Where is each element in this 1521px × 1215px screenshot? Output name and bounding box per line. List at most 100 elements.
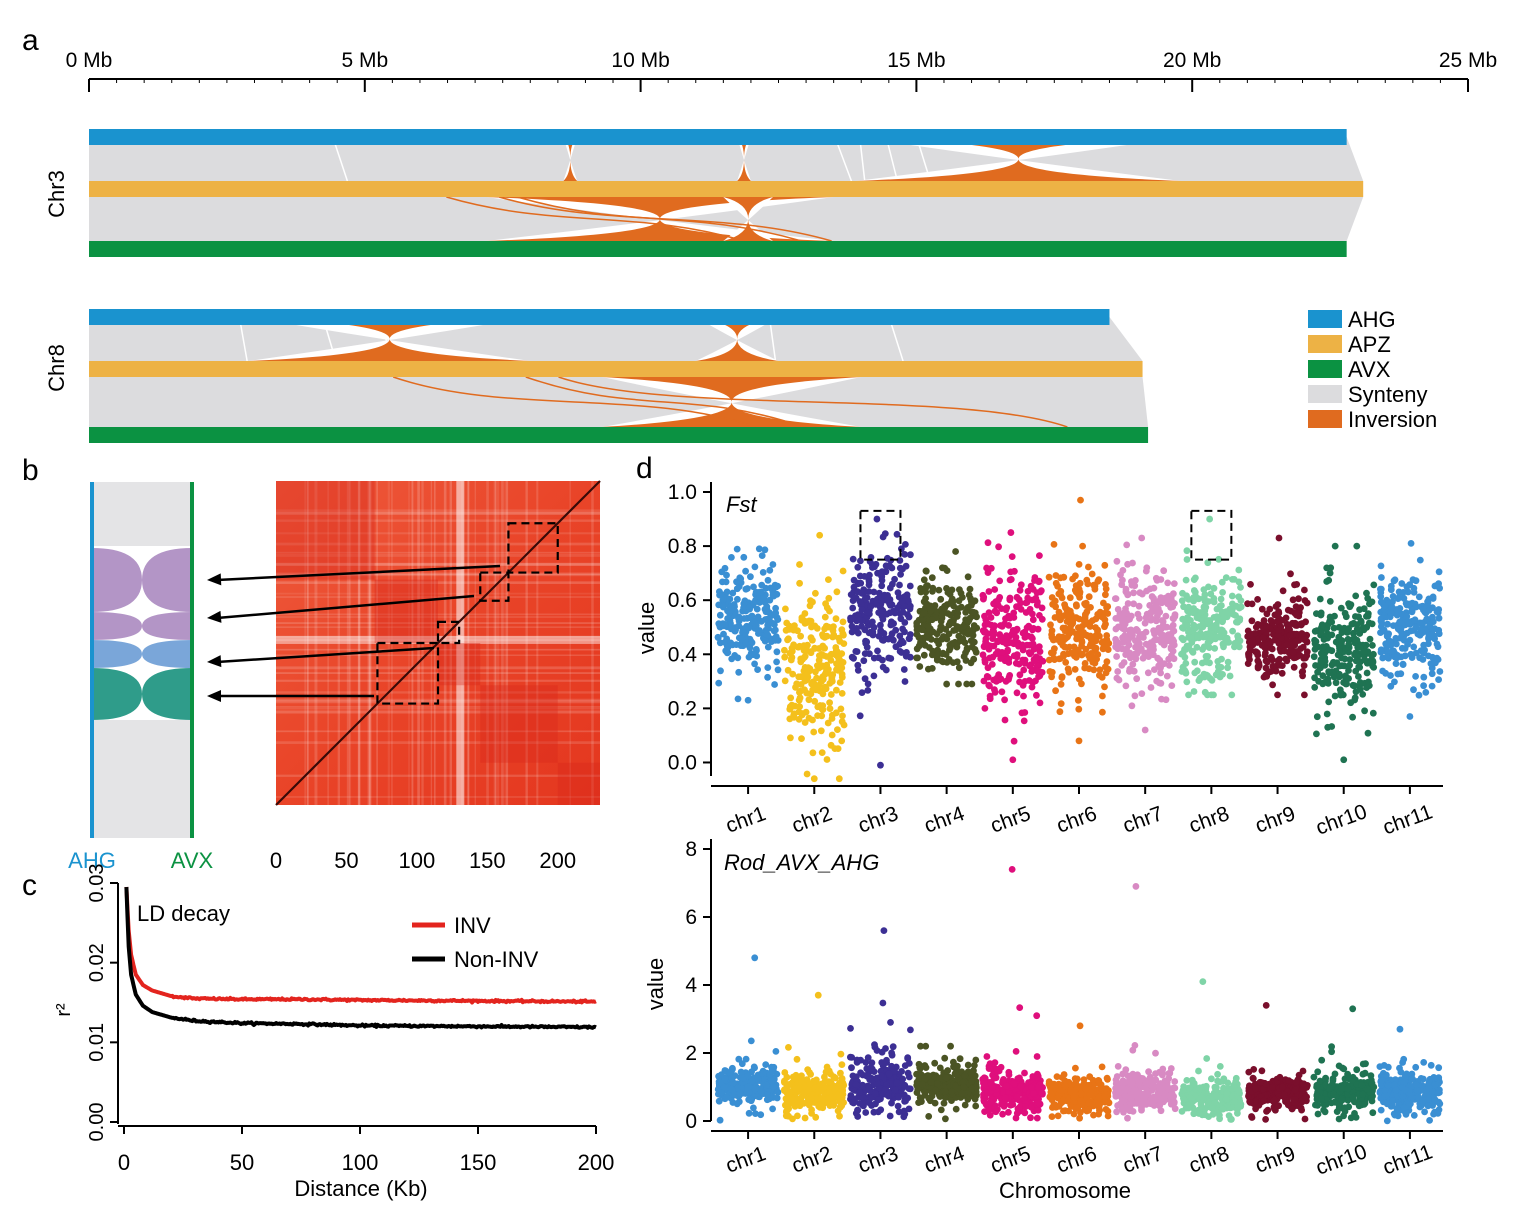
data-point xyxy=(1098,639,1106,646)
data-point xyxy=(807,648,815,655)
xtick-label-chr8: chr8 xyxy=(1186,802,1232,838)
data-point xyxy=(1384,639,1391,647)
data-point xyxy=(1273,618,1281,625)
heatmap-stripe xyxy=(367,481,371,805)
inversion-gap xyxy=(723,197,773,241)
data-point xyxy=(838,690,846,697)
heatmap-stripe xyxy=(276,616,600,618)
data-point xyxy=(833,686,840,694)
data-point xyxy=(1073,634,1081,641)
data-point xyxy=(770,592,778,600)
data-point xyxy=(856,712,864,720)
xtick-label-chr7: chr7 xyxy=(1120,1142,1166,1178)
data-point xyxy=(1152,1049,1159,1057)
data-point xyxy=(1132,637,1139,645)
data-point xyxy=(879,533,887,541)
data-point xyxy=(1274,601,1282,608)
data-point xyxy=(1182,668,1189,675)
heatmap-stripe xyxy=(591,481,594,805)
data-point xyxy=(1171,613,1179,620)
data-point xyxy=(1424,598,1431,606)
data-point xyxy=(987,564,995,572)
data-point xyxy=(751,1085,759,1092)
data-point xyxy=(874,647,881,655)
xtick-label-chr5: chr5 xyxy=(987,802,1033,838)
data-point xyxy=(774,1088,782,1096)
data-point xyxy=(1027,1103,1035,1111)
data-point xyxy=(929,584,937,592)
data-point xyxy=(1190,1110,1198,1118)
data-point xyxy=(1370,650,1377,658)
data-point xyxy=(773,658,780,666)
data-point xyxy=(1407,627,1415,635)
data-point xyxy=(1167,1065,1175,1072)
xtick-label-chr1: chr1 xyxy=(723,802,769,838)
data-point xyxy=(905,1085,913,1092)
xtick-label-chr3: chr3 xyxy=(855,1142,901,1178)
data-point xyxy=(749,1077,756,1085)
data-point xyxy=(1281,647,1288,655)
data-point xyxy=(1346,656,1354,663)
data-point xyxy=(1212,1085,1220,1093)
data-point xyxy=(998,688,1006,696)
data-point xyxy=(794,1112,801,1120)
data-point xyxy=(1089,653,1096,661)
track-AHG xyxy=(89,129,1347,145)
data-point xyxy=(899,608,907,616)
panel-letter-d: d xyxy=(636,452,653,485)
data-point xyxy=(1268,645,1276,653)
data-point xyxy=(1416,619,1424,627)
legend-noninv-label: Non-INV xyxy=(454,947,539,972)
data-point xyxy=(1050,1101,1058,1108)
heatmap-stripe xyxy=(304,481,307,805)
xtick-label-chr11: chr11 xyxy=(1380,1140,1436,1179)
data-point xyxy=(991,688,999,696)
data-point xyxy=(836,1112,843,1120)
data-point xyxy=(897,571,904,578)
data-point xyxy=(1143,1090,1151,1098)
data-point xyxy=(1262,664,1270,672)
data-point xyxy=(1330,658,1337,666)
data-point xyxy=(836,679,844,686)
data-point xyxy=(1196,675,1204,683)
data-point xyxy=(733,545,741,553)
data-point xyxy=(1171,1105,1179,1113)
heatmap-stripe xyxy=(505,481,509,805)
data-point xyxy=(858,589,865,597)
data-point xyxy=(839,567,847,575)
data-point xyxy=(1353,542,1361,550)
data-point xyxy=(968,1085,975,1093)
data-point xyxy=(1231,640,1239,647)
data-point xyxy=(985,588,993,595)
data-point xyxy=(734,654,742,662)
data-point xyxy=(1316,595,1324,603)
data-point xyxy=(1235,593,1243,601)
data-point xyxy=(1434,643,1442,651)
data-point xyxy=(1021,1109,1029,1117)
data-point xyxy=(781,1069,789,1076)
data-point xyxy=(721,1075,729,1083)
data-point xyxy=(1152,574,1160,582)
heatmap-stripe xyxy=(525,481,528,805)
data-point xyxy=(931,1099,939,1107)
data-point xyxy=(1119,567,1127,574)
data-point xyxy=(1211,624,1219,632)
data-point xyxy=(755,630,762,637)
data-point xyxy=(1224,658,1232,666)
data-point xyxy=(1194,633,1202,640)
data-point xyxy=(728,655,736,663)
data-point-min xyxy=(744,696,752,704)
points-chr10 xyxy=(1310,542,1378,764)
data-point xyxy=(1101,1093,1109,1101)
data-point xyxy=(1218,655,1225,663)
data-point xyxy=(888,1062,895,1070)
data-point xyxy=(1089,1102,1097,1110)
data-point xyxy=(1345,600,1352,608)
data-point xyxy=(1091,582,1099,590)
xtick-label-chr10: chr10 xyxy=(1313,800,1370,840)
data-point xyxy=(1036,552,1043,559)
heatmap-stripe xyxy=(569,481,571,805)
data-point xyxy=(873,1074,880,1082)
data-point xyxy=(1217,663,1225,671)
data-point xyxy=(826,699,833,706)
